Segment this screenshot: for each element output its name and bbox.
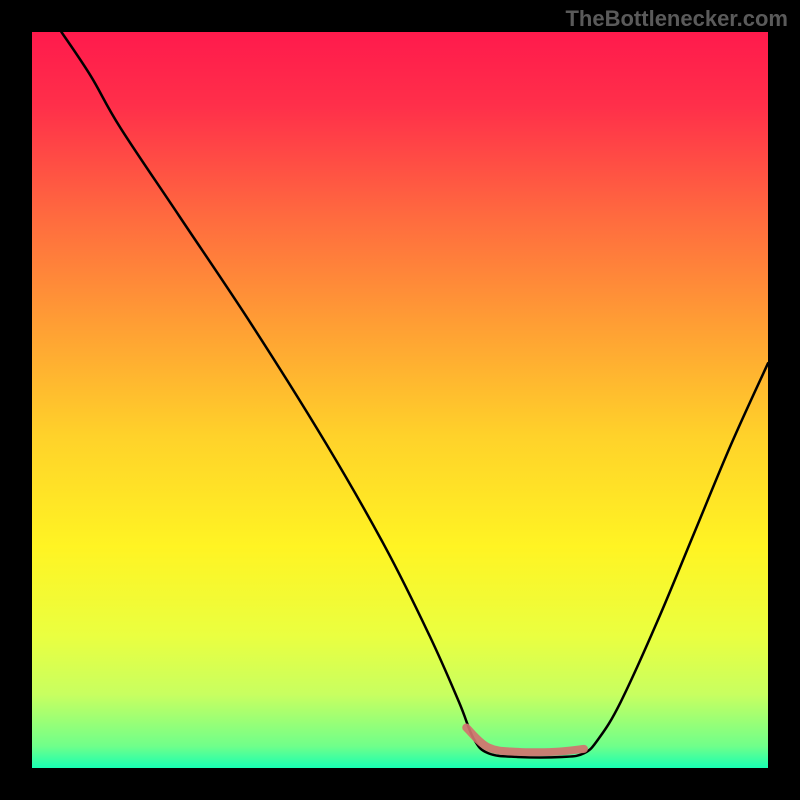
plot-area — [32, 32, 768, 768]
watermark-text: TheBottlenecker.com — [565, 6, 788, 32]
highlight-segment — [466, 728, 584, 753]
chart-container: TheBottlenecker.com — [0, 0, 800, 800]
curve-layer — [32, 32, 768, 768]
bottleneck-curve — [61, 32, 768, 757]
